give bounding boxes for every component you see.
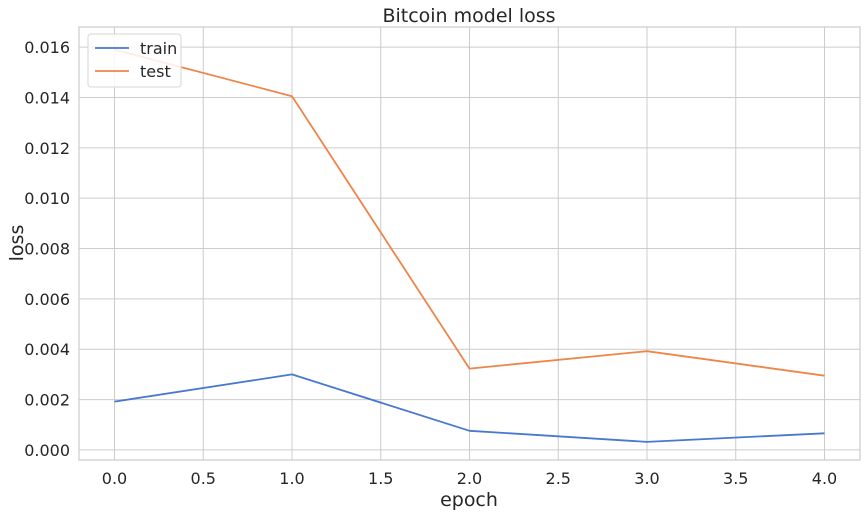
y-axis-label: loss [6,225,28,262]
x-tick-label: 4.0 [812,469,837,488]
series-layer [114,48,825,443]
legend: train test [87,33,182,88]
x-tick-label: 2.5 [546,469,571,488]
plot-frame [78,26,861,461]
x-tick-label: 1.0 [279,469,304,488]
y-tick-label: 0.012 [24,139,70,158]
x-tick-label: 2.0 [457,469,482,488]
x-axis-label: epoch [440,489,498,511]
legend-label: test [140,62,171,81]
y-tick-label: 0.004 [24,340,70,359]
x-tick-label: 0.5 [191,469,216,488]
grid-layer [79,27,860,460]
y-tick-label: 0.010 [24,189,70,208]
chart-title: Bitcoin model loss [382,5,555,27]
legend-label: train [140,39,177,58]
y-tick-label: 0.008 [24,240,70,259]
y-tick-label: 0.002 [24,391,70,410]
series-line-test [114,48,825,377]
x-tick-labels: 0.0 0.5 1.0 1.5 2.0 2.5 3.0 3.5 4.0 [102,469,837,488]
y-tick-label: 0.014 [24,88,70,107]
x-tick-label: 0.0 [102,469,127,488]
y-tick-label: 0.016 [24,38,70,57]
y-tick-labels: 0.000 0.002 0.004 0.006 0.008 0.010 0.012 0.014… [24,38,70,460]
y-tick-label: 0.006 [24,290,70,309]
series-line-train [114,373,825,443]
x-tick-label: 3.0 [634,469,659,488]
x-tick-label: 3.5 [723,469,748,488]
y-tick-label: 0.000 [24,441,70,460]
x-tick-label: 1.5 [368,469,393,488]
